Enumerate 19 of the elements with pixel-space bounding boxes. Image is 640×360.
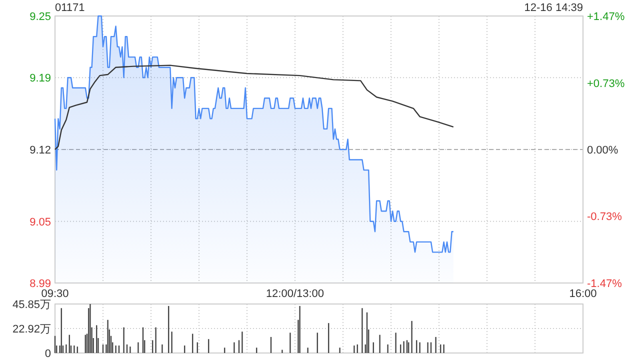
- y-tick-label: 22.92万: [12, 324, 51, 336]
- y2-tick-label: +0.73%: [587, 78, 625, 90]
- y2-tick-label: +1.47%: [587, 11, 625, 23]
- x-tick-label: 12:00/13:00: [266, 288, 324, 300]
- line-series: [54, 64, 454, 150]
- y-tick-label: 8.99: [30, 278, 51, 290]
- y-tick-label: 9.25: [30, 11, 51, 23]
- y-tick-label: 9.05: [30, 216, 51, 228]
- y2-tick-label: -0.73%: [587, 210, 622, 223]
- chart-title: 01171: [55, 2, 85, 14]
- y2-tick-label: -1.47%: [587, 278, 622, 290]
- y-tick-label: 9.19: [30, 72, 51, 85]
- text: 12-16 14:39: [524, 2, 583, 14]
- y2-tick-label: 0.00%: [587, 144, 618, 156]
- y-tick-label: 0: [44, 348, 51, 360]
- y-tick-label: 45.85万: [12, 299, 51, 311]
- x-tick-label: 09:30: [41, 288, 69, 300]
- y-tick-label: 9.12: [30, 144, 51, 156]
- x-tick-label: 16:00: [569, 288, 597, 300]
